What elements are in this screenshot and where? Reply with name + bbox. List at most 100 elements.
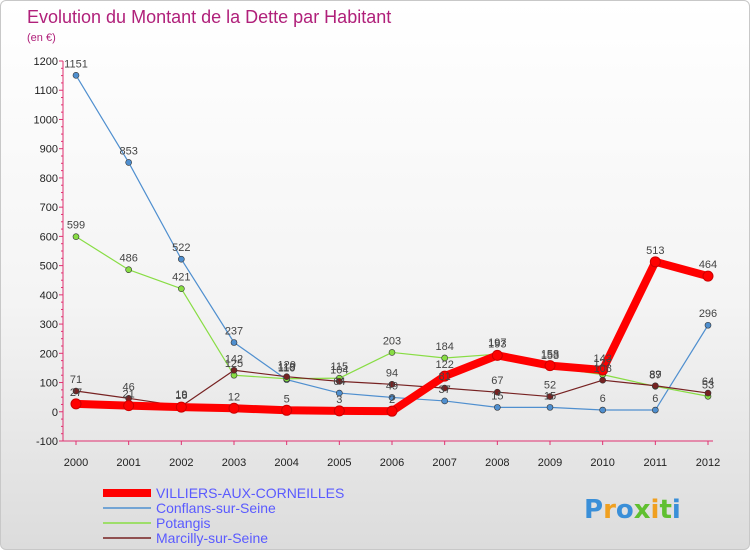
data-label: 94	[386, 367, 398, 379]
x-tick-label: 2007	[432, 457, 456, 469]
data-label: 158	[541, 349, 559, 361]
data-point	[281, 404, 293, 416]
data-label: 53	[702, 379, 714, 391]
data-label: 104	[330, 364, 348, 376]
data-point	[336, 389, 343, 397]
y-tick-label: 300	[40, 319, 58, 331]
data-point	[704, 321, 712, 329]
y-tick-label: 400	[40, 290, 58, 302]
y-tick-label: 1200	[34, 56, 58, 68]
data-label: 237	[225, 325, 243, 337]
data-point	[178, 285, 185, 293]
data-label: 87	[649, 369, 661, 381]
data-label: 127	[593, 358, 611, 370]
data-label: 122	[435, 359, 453, 371]
x-tick-label: 2005	[327, 457, 351, 469]
data-label: 12	[228, 391, 240, 403]
data-label: 3	[336, 394, 342, 406]
data-label: 64	[702, 376, 714, 388]
data-label: 15	[544, 390, 556, 402]
data-point	[388, 394, 396, 401]
legend-label: VILLIERS-AUX-CORNEILLES	[156, 485, 344, 501]
data-label: 67	[491, 375, 503, 387]
x-tick-label: 2009	[538, 457, 562, 469]
data-label: 296	[699, 308, 717, 320]
chart-title: Evolution du Montant de la Dette par Hab…	[27, 7, 391, 27]
data-point	[652, 382, 659, 390]
x-tick-label: 2006	[380, 457, 404, 469]
y-tick-label: 500	[40, 261, 58, 273]
data-label: 71	[70, 374, 82, 386]
data-label: 81	[439, 371, 451, 383]
data-point	[652, 406, 659, 414]
series-group	[70, 72, 714, 417]
data-label: 37	[439, 384, 451, 396]
data-label: 15	[491, 390, 503, 402]
data-point	[388, 380, 396, 388]
data-label: 522	[172, 242, 190, 254]
data-point	[494, 404, 501, 411]
data-label: 513	[646, 245, 664, 257]
data-label: 27	[70, 387, 82, 399]
data-point	[704, 389, 712, 397]
data-label: 142	[225, 353, 243, 365]
data-label: 125	[225, 358, 243, 370]
y-tick-label: 800	[40, 173, 58, 185]
data-point	[599, 406, 606, 414]
data-label: 184	[435, 341, 453, 353]
data-point	[230, 366, 238, 374]
brand-text: Proxiti	[584, 495, 681, 525]
data-point	[491, 349, 503, 361]
series-line	[75, 74, 709, 411]
data-label: 153	[541, 350, 559, 362]
data-point	[544, 360, 556, 372]
data-point	[125, 159, 132, 166]
x-tick-label: 2010	[590, 457, 614, 469]
data-label: 110	[278, 363, 296, 375]
data-label: 853	[119, 145, 137, 157]
data-point	[228, 402, 240, 414]
data-point	[70, 398, 82, 410]
data-label: 421	[172, 272, 190, 284]
data-label: 486	[119, 253, 137, 265]
data-label: 52	[544, 380, 556, 392]
x-tick-label: 2012	[696, 457, 720, 469]
data-point	[386, 405, 398, 417]
data-label: 113	[278, 362, 296, 374]
data-point	[230, 339, 238, 346]
data-label: 5	[284, 393, 290, 405]
data-point	[599, 376, 606, 384]
data-label: 143	[593, 353, 611, 365]
y-tick-label: 0	[52, 407, 58, 419]
y-tick-label: 900	[40, 144, 58, 156]
x-tick-label: 2002	[169, 457, 193, 469]
data-point	[123, 400, 135, 412]
data-label: 16	[175, 390, 187, 402]
data-point	[597, 364, 609, 376]
data-point	[175, 401, 187, 413]
legend-label: Marcilly-sur-Seine	[156, 530, 268, 546]
x-tick-label: 2000	[64, 457, 88, 469]
data-label: 6	[600, 393, 606, 405]
data-point	[283, 373, 290, 380]
x-tick-label: 2008	[485, 457, 509, 469]
legend: VILLIERS-AUX-CORNEILLESConflans-sur-Sein…	[103, 485, 344, 546]
data-label: 89	[649, 369, 661, 381]
proxiti-logo: Proxiti	[584, 495, 681, 525]
x-tick-label: 2004	[274, 457, 298, 469]
data-point	[702, 270, 714, 282]
data-label: 115	[331, 361, 349, 373]
data-point	[441, 397, 448, 405]
data-point	[333, 405, 345, 417]
y-tick-label: -100	[36, 436, 58, 448]
data-label: 49	[386, 380, 398, 392]
x-tick-label: 2001	[116, 457, 140, 469]
data-label: 203	[383, 335, 401, 347]
data-point	[72, 233, 80, 240]
data-label: 108	[593, 363, 611, 375]
data-point	[388, 349, 396, 356]
y-tick-label: 100	[40, 378, 58, 390]
data-point	[494, 388, 501, 396]
